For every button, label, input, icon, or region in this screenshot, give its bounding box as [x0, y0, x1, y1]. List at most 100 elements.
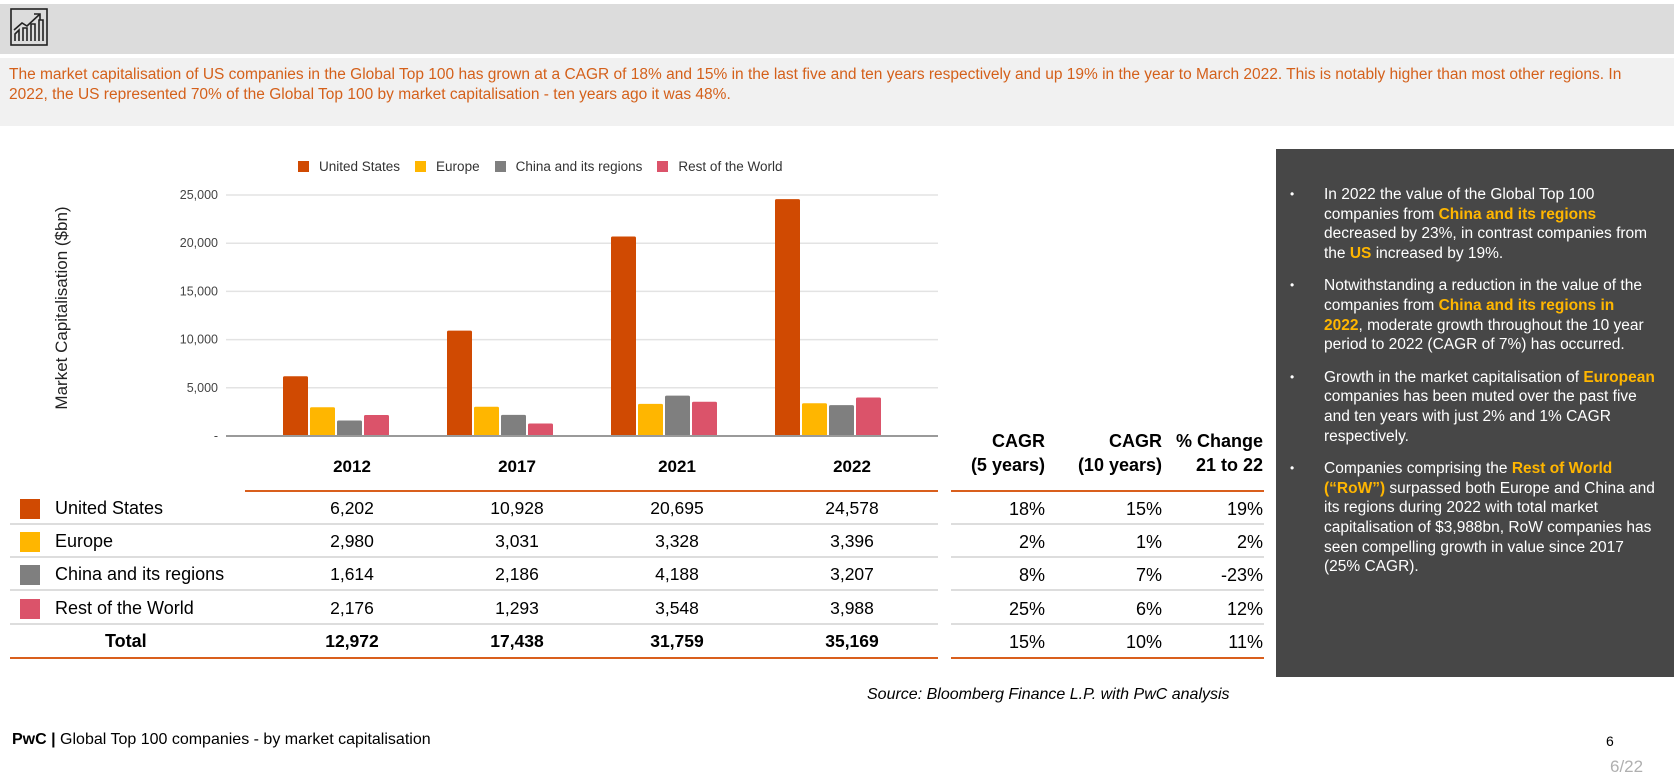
growth-chart-icon [10, 8, 48, 46]
pct-total-rule [951, 657, 1264, 659]
bar-china-and-its-regions-2012 [337, 420, 362, 436]
bar-rest-of-the-world-2022 [856, 397, 881, 436]
table-cell: 2,186 [495, 564, 539, 584]
bar-china-and-its-regions-2017 [501, 414, 526, 436]
legend-swatch [657, 161, 669, 172]
row-color-swatch [20, 532, 40, 552]
bar-chart: - 5,000 10,000 15,000 20,000 25,000 [180, 188, 938, 443]
summary-text: The market capitalisation of US companie… [9, 66, 1622, 103]
pct-cell-cagr5: 8% [1018, 565, 1045, 585]
bar-europe-2022 [802, 403, 827, 436]
commentary-bullet: • In 2022 the value of the Global Top 100… [1286, 185, 1656, 263]
bullet-icon: • [1290, 278, 1295, 293]
legend-label: Rest of the World [678, 159, 783, 174]
table-cell: 3,988 [830, 598, 874, 618]
bar-china-and-its-regions-2021 [665, 395, 690, 436]
column-header-2022: 2022 [833, 457, 871, 476]
bar-united-states-2012 [283, 376, 308, 436]
table-cell: 3,207 [830, 564, 874, 584]
bullet-text: Growth in the market capitalisation of [1324, 368, 1584, 386]
table-cell: 10,928 [490, 498, 544, 518]
bullet-text: increased by 19%. [1371, 244, 1504, 262]
commentary-panel: • In 2022 the value of the Global Top 100… [1276, 149, 1674, 677]
table-cell: 1,293 [495, 598, 539, 618]
legend-label: China and its regions [515, 159, 643, 174]
commentary-list: • In 2022 the value of the Global Top 100… [1286, 185, 1656, 590]
pct-cell-cagr10: 1% [1135, 532, 1162, 552]
bar-united-states-2022 [775, 199, 800, 436]
table-cell: 3,396 [830, 531, 874, 551]
legend-swatch [298, 161, 309, 172]
row-label-china-and-its-regions: China and its regions [55, 564, 225, 584]
header-band [0, 4, 1674, 54]
pct-cell-change: 19% [1226, 499, 1263, 519]
legend-swatch [494, 161, 506, 172]
bar-china-and-its-regions-2022 [829, 405, 854, 436]
bullet-text: Notwithstanding a reduction in the value… [1324, 277, 1642, 314]
page-count: 6/22 [1610, 757, 1644, 776]
commentary-bullet: • Companies comprising the Rest of World … [1286, 459, 1656, 577]
table-cell: 24,578 [825, 498, 879, 518]
legend-item-united-states: United States [298, 159, 400, 174]
legend-label: Europe [436, 159, 480, 174]
footer-brand: PwC | [12, 731, 56, 748]
bar-europe-2021 [638, 403, 663, 436]
pct-total-cagr5: 15% [1008, 632, 1045, 652]
table-cell: 6,202 [330, 498, 374, 518]
row-label-europe: Europe [55, 531, 114, 551]
pct-row-divider [951, 623, 1264, 625]
bar-rest-of-the-world-2017 [528, 423, 553, 436]
pct-row-divider [951, 556, 1264, 558]
legend-label: United States [319, 159, 401, 174]
header-line: (5 years) [970, 455, 1045, 475]
total-cell: 31,759 [650, 631, 704, 651]
row-divider [10, 556, 938, 558]
legend-swatch [415, 161, 427, 172]
highlight-text: Rest of World (“RoW”) [1324, 460, 1613, 497]
row-divider [10, 523, 938, 525]
header-line: (10 years) [1077, 455, 1162, 475]
chart-legend: United States Europe China and its regions… [298, 159, 797, 174]
pct-row-divider [951, 589, 1264, 591]
bar-europe-2012 [310, 407, 335, 436]
summary-band [0, 58, 1674, 126]
pct-column-header: CAGR (5 years) [915, 429, 1045, 477]
column-header-2021: 2021 [658, 457, 696, 476]
bullet-text: In 2022 the value of the Global Top 100 … [1324, 186, 1595, 223]
row-color-swatch [20, 499, 40, 519]
highlight-text: China and its regions in 2022 [1324, 296, 1615, 334]
pct-cell-change: 12% [1226, 599, 1263, 619]
commentary-bullet: • Notwithstanding a reduction in the valu… [1286, 276, 1656, 354]
pct-cell-cagr5: 18% [1008, 499, 1045, 519]
bar-united-states-2017 [447, 330, 472, 436]
table-cell: 3,548 [655, 598, 699, 618]
row-color-swatch [20, 565, 40, 585]
table-cell: 4,188 [655, 564, 699, 584]
y-tick-label: 20,000 [180, 236, 218, 250]
legend-item-china-and-its-regions: China and its regions [494, 159, 643, 174]
legend-item-europe: Europe [415, 159, 480, 174]
pct-cell-change: -23% [1220, 565, 1263, 585]
row-label-united-states: United States [55, 498, 164, 518]
header-line: 21 to 22 [1195, 455, 1263, 475]
header-line: % Change [1175, 431, 1263, 451]
table-cell: 2,176 [330, 598, 374, 618]
pct-total-change: 11% [1228, 632, 1263, 652]
pct-row-divider [951, 523, 1264, 525]
pct-column-header: % Change 21 to 22 [1133, 429, 1263, 477]
bullet-text: Companies comprising the [1324, 460, 1512, 478]
y-tick-label: 5,000 [187, 381, 218, 395]
bullet-icon: • [1290, 187, 1295, 201]
bullet-text: decreased by 23%, in contrast companies … [1324, 225, 1648, 262]
y-tick-label: 10,000 [180, 333, 218, 347]
bar-united-states-2021 [611, 236, 636, 436]
total-rule [10, 657, 938, 659]
pct-column-header: CAGR (10 years) [1032, 429, 1162, 477]
bar-rest-of-the-world-2021 [692, 401, 717, 436]
bullet-icon: • [1290, 461, 1295, 476]
column-header-2017: 2017 [498, 457, 536, 476]
footer-title: PwC | Global Top 100 companies - by mark… [12, 731, 431, 749]
legend-item-rest-of-the-world: Rest of the World [657, 159, 782, 174]
pct-header-rule [951, 490, 1264, 492]
header-line: CAGR [1109, 431, 1162, 451]
